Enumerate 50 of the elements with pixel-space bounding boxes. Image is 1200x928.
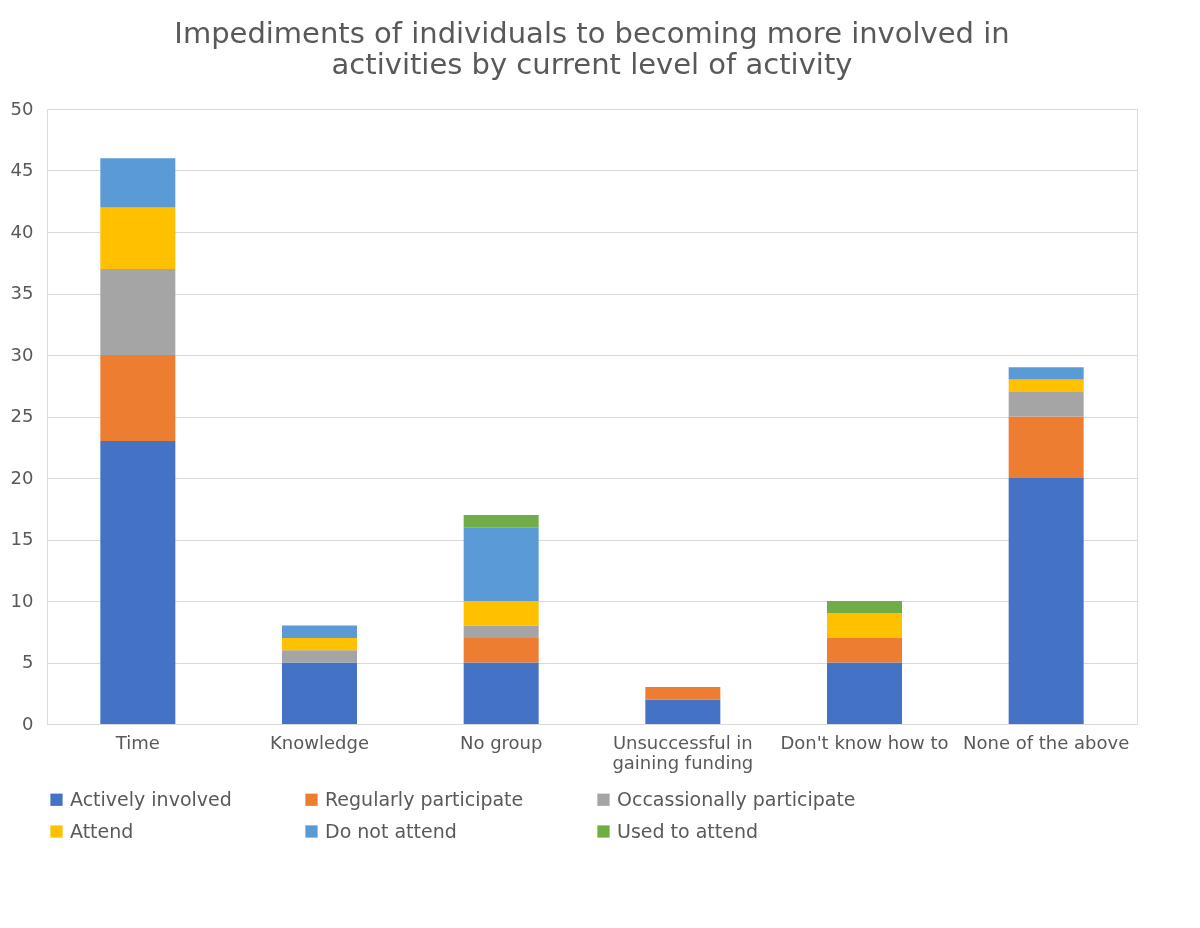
bar — [463, 662, 539, 724]
y-tick-label: 10 — [10, 589, 34, 611]
bar — [282, 662, 357, 724]
y-tick-label: 20 — [10, 466, 34, 488]
y-tick-label: 0 — [22, 712, 34, 734]
bar — [827, 613, 902, 638]
bar — [282, 625, 357, 638]
chart-title: Impediments of individuals to becoming more involved in activities by current level of activity — [174, 16, 1010, 81]
bar — [1008, 478, 1084, 724]
bar — [463, 625, 539, 638]
bar — [100, 355, 176, 442]
bar — [100, 207, 176, 269]
x-tick-label: Time — [114, 731, 160, 753]
bar — [100, 158, 176, 208]
bar — [1008, 391, 1084, 417]
x-tick-label: No group — [459, 731, 543, 753]
legend-label: Actively involved — [70, 787, 232, 810]
x-tick-label: None of the above — [963, 731, 1130, 753]
bar — [1008, 367, 1084, 380]
legend-label: Occassionally participate — [617, 787, 856, 810]
y-tick-label: 50 — [10, 97, 34, 119]
bar — [827, 637, 902, 663]
bar — [463, 514, 539, 528]
bar — [463, 601, 539, 626]
bar — [463, 637, 539, 663]
bar — [282, 637, 357, 651]
y-tick-label: 15 — [10, 528, 34, 549]
bar — [827, 662, 902, 724]
legend-label: Used to attend — [617, 819, 759, 842]
y-tick-label: 35 — [10, 282, 34, 303]
y-tick-label: 40 — [10, 220, 34, 242]
bar — [463, 527, 539, 601]
bar — [100, 268, 176, 355]
bar — [1008, 379, 1084, 392]
legend-label: Regularly participate — [325, 787, 524, 810]
x-tick-label: Knowledge — [270, 731, 369, 753]
legend-label: Do not attend — [325, 819, 457, 842]
bar — [282, 650, 357, 663]
x-tick-label: Don't know how to — [780, 731, 949, 753]
bar — [645, 699, 721, 724]
bar — [827, 601, 902, 614]
bar — [645, 687, 721, 700]
y-tick-label: 5 — [22, 651, 34, 672]
legend-label: Attend — [70, 819, 134, 842]
bar — [100, 441, 176, 724]
bar — [1008, 416, 1084, 478]
y-tick-label: 25 — [10, 405, 34, 426]
x-tick-label: Unsuccessful in gaining funding — [612, 731, 754, 773]
y-tick-label: 45 — [10, 159, 34, 180]
y-tick-label: 30 — [10, 343, 34, 365]
